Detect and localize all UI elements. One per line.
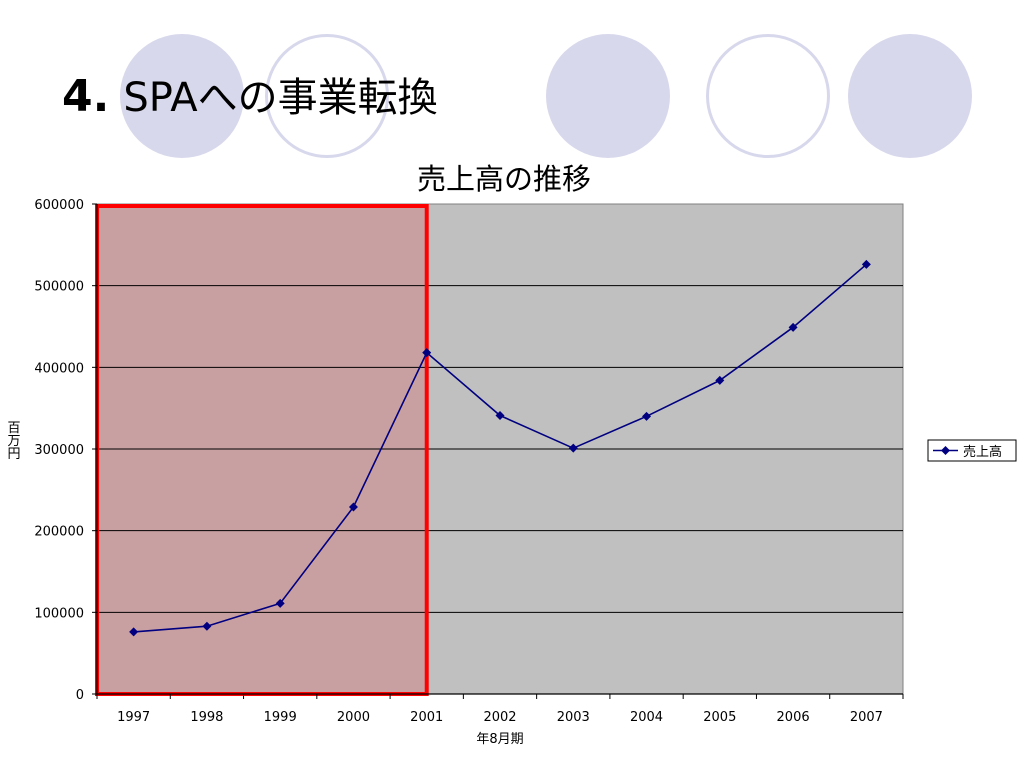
legend-marker-icon — [941, 446, 950, 455]
decor-circle-2 — [265, 34, 389, 158]
x-tick-label: 2003 — [557, 710, 590, 725]
decor-circle-1 — [120, 34, 244, 158]
x-tick-label: 1997 — [117, 710, 150, 725]
data-point — [568, 443, 578, 453]
decor-circle-5 — [848, 34, 972, 158]
data-point — [642, 411, 652, 421]
y-tick-label: 100000 — [34, 606, 84, 621]
x-tick-label: 2006 — [777, 710, 810, 725]
y-tick-label: 0 — [76, 688, 84, 703]
slide-title: 4. SPAへの事業転換 — [62, 62, 438, 132]
x-tick-label: 2004 — [630, 710, 663, 725]
y-axis-title: 百万円 — [5, 421, 21, 460]
y-tick-label: 300000 — [34, 443, 84, 458]
data-point — [495, 411, 505, 421]
chart-title: 売上高の推移 — [416, 162, 591, 196]
x-tick-label: 2001 — [410, 710, 443, 725]
decor-circle-4 — [706, 34, 830, 158]
x-axis-title: 年8月期 — [476, 732, 523, 747]
data-point — [861, 259, 871, 269]
legend-label: 売上高 — [963, 444, 1002, 460]
data-point — [348, 502, 358, 512]
legend-box — [927, 439, 1017, 462]
y-tick-label: 400000 — [34, 361, 84, 376]
data-point — [422, 348, 432, 358]
highlight-region — [97, 206, 427, 694]
data-point — [788, 322, 798, 332]
y-tick-label: 500000 — [34, 280, 84, 295]
data-point — [202, 621, 212, 631]
x-tick-label: 1999 — [264, 710, 297, 725]
data-point — [275, 598, 285, 608]
y-tick-label: 200000 — [34, 525, 84, 540]
x-tick-label: 2000 — [337, 710, 370, 725]
x-tick-label: 1998 — [190, 710, 223, 725]
slide-title-text: SPAへの事業転換 — [123, 75, 438, 121]
decor-circle-3 — [546, 34, 670, 158]
x-tick-label: 2007 — [850, 710, 883, 725]
x-tick-label: 2002 — [483, 710, 516, 725]
x-tick-label: 2005 — [703, 710, 736, 725]
data-point — [715, 375, 725, 385]
slide-number: 4. — [62, 71, 110, 122]
data-point — [129, 627, 139, 637]
y-tick-label: 600000 — [34, 198, 84, 213]
